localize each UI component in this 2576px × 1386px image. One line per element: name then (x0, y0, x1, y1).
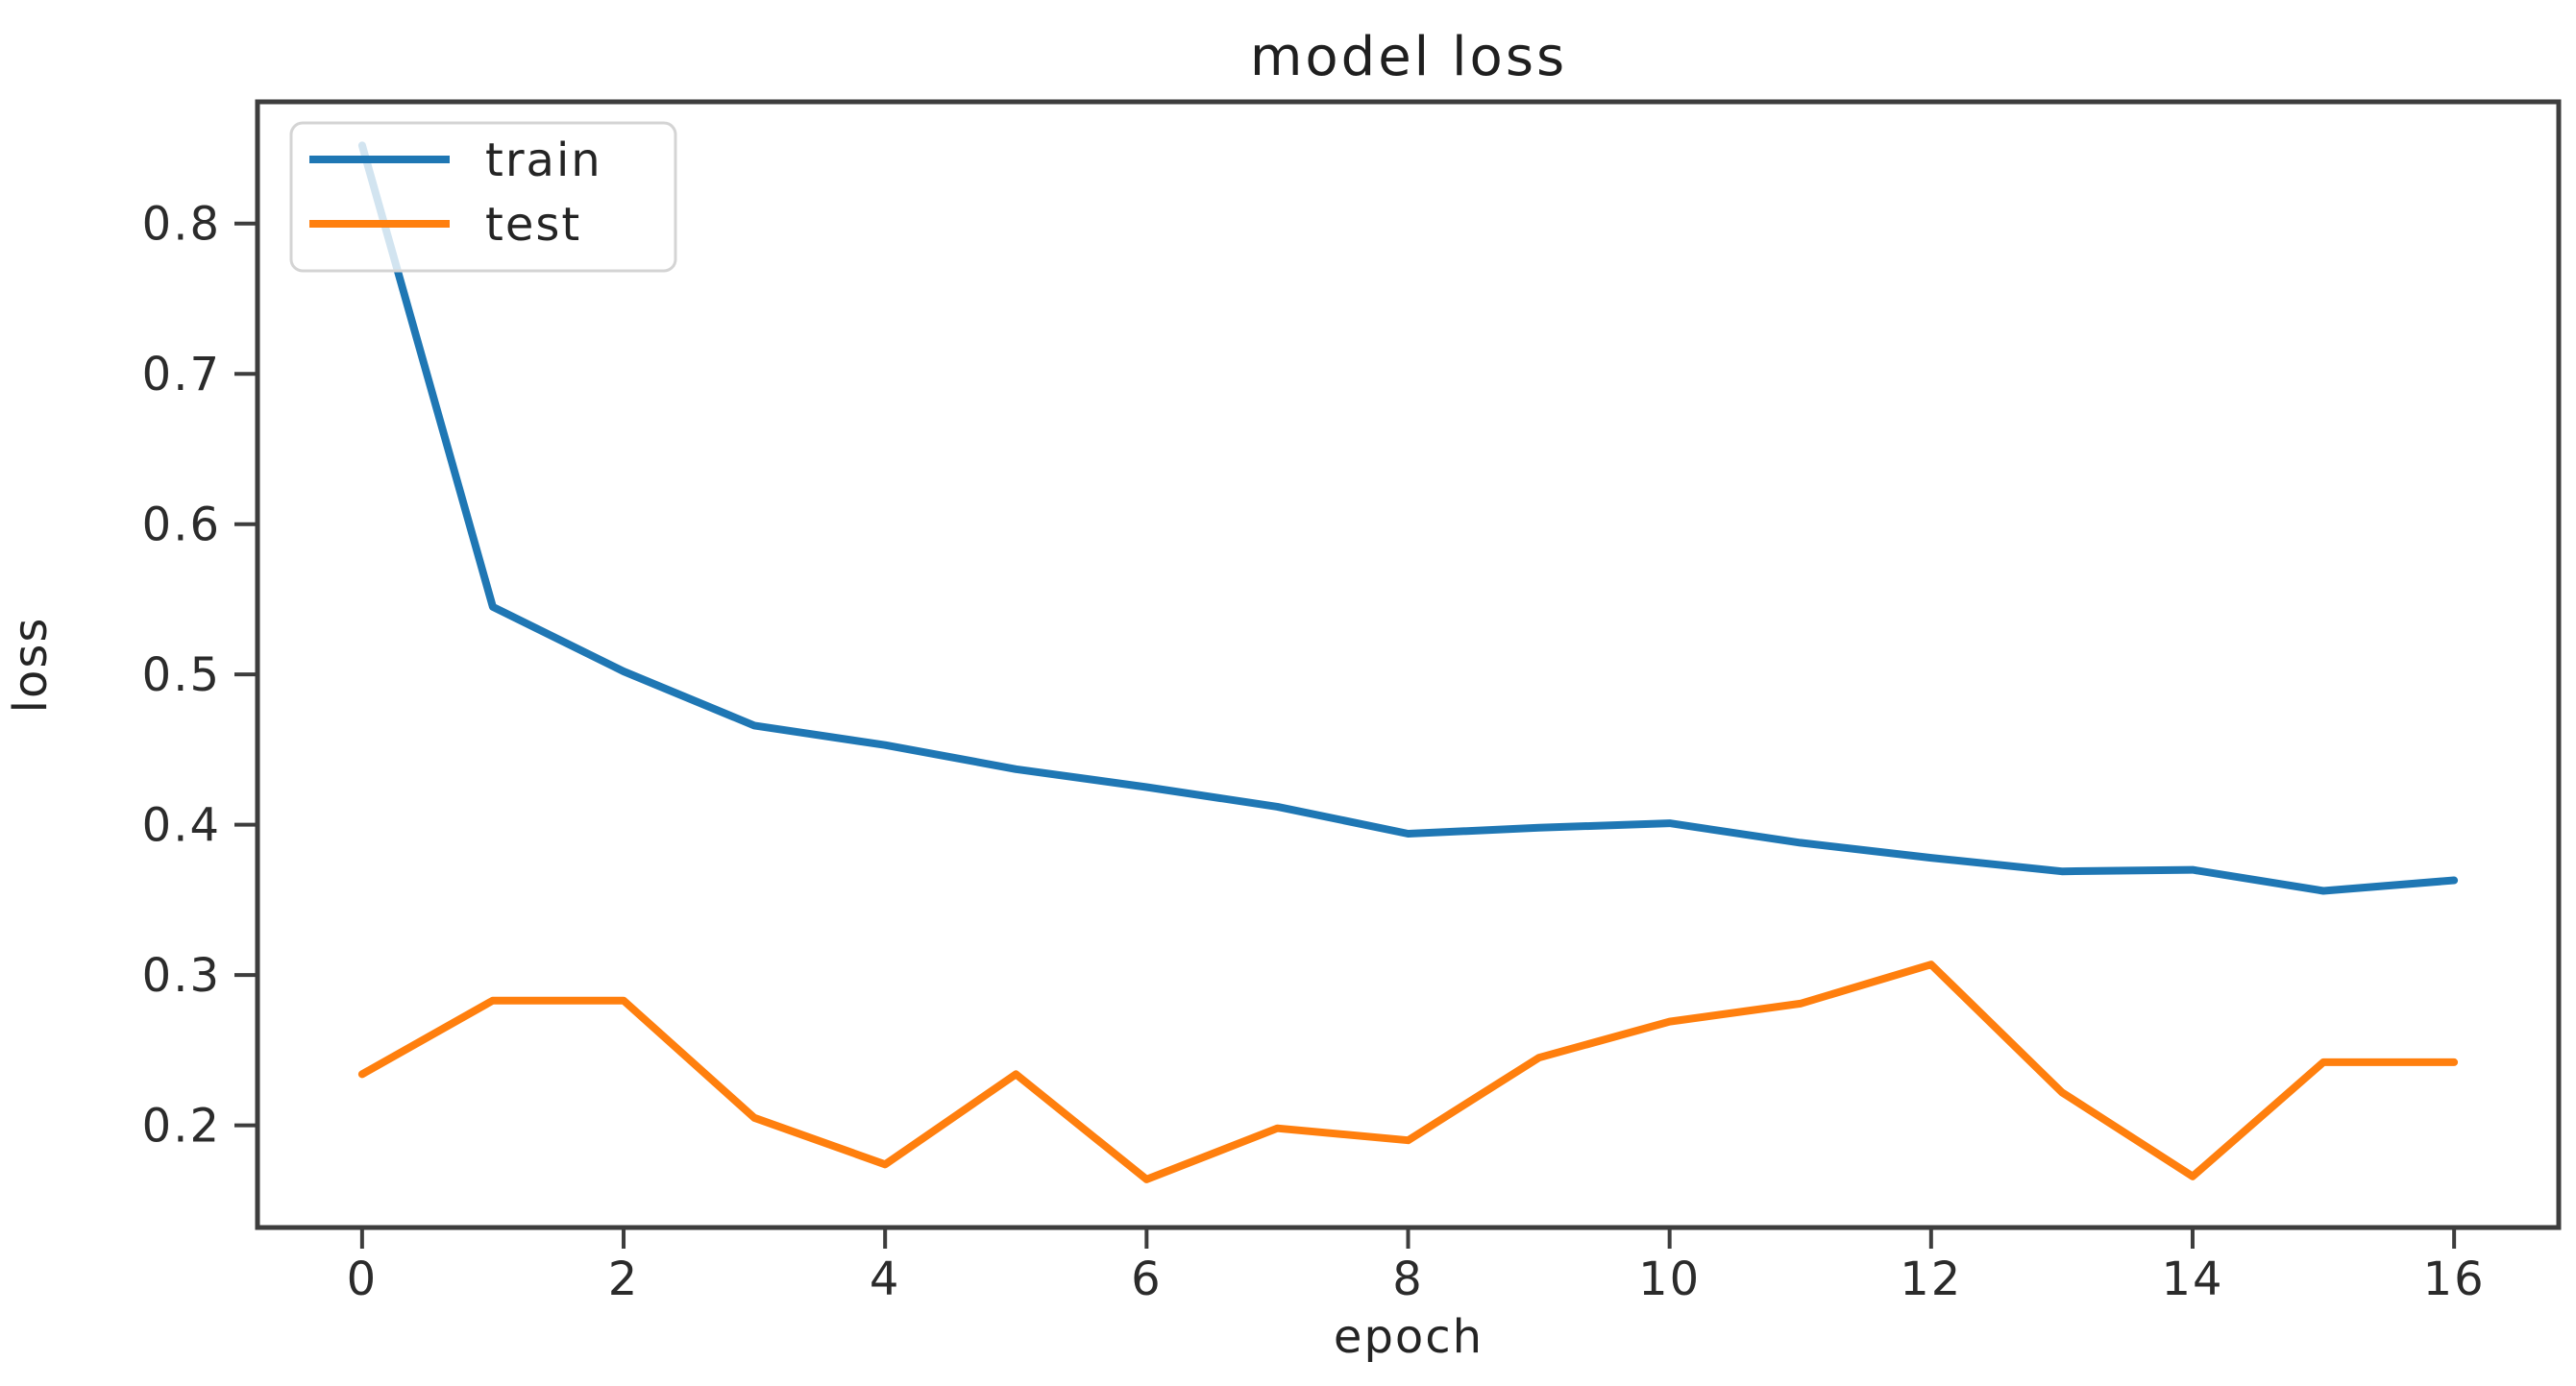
y-tick-label: 0.8 (142, 198, 221, 252)
x-tick-label: 8 (1392, 1252, 1424, 1306)
x-tick-label: 14 (2161, 1252, 2223, 1306)
y-tick-label: 0.3 (142, 949, 221, 1003)
x-tick-label: 4 (870, 1252, 901, 1306)
y-tick-label: 0.7 (142, 348, 221, 401)
y-tick-label: 0.5 (142, 648, 221, 702)
x-tick-label: 10 (1638, 1252, 1701, 1306)
series-lines (357, 141, 2459, 1183)
legend-label-test: test (485, 198, 581, 252)
x-tick-label: 6 (1131, 1252, 1163, 1306)
axes-ticks: 0 2 4 6 8 10 12 14 16 0.2 0.3 0.4 0.5 0.6 0.7 0.8 (142, 198, 2486, 1306)
x-tick-label: 2 (608, 1252, 640, 1306)
legend-label-train: train (485, 134, 602, 187)
legend-box (289, 121, 677, 273)
x-axis-label: epoch (1334, 1310, 1484, 1364)
x-tick-label: 12 (1900, 1252, 1962, 1306)
y-tick-label: 0.4 (142, 799, 221, 853)
y-tick-label: 0.2 (142, 1100, 221, 1154)
x-tick-label: 16 (2423, 1252, 2486, 1306)
y-axis-label: loss (4, 617, 58, 714)
chart-title: model loss (1250, 26, 1567, 88)
y-tick-label: 0.6 (142, 498, 221, 552)
test-line (357, 960, 2459, 1183)
train-line (357, 141, 2459, 895)
legend: train test (289, 121, 677, 273)
x-tick-label: 0 (347, 1252, 379, 1306)
